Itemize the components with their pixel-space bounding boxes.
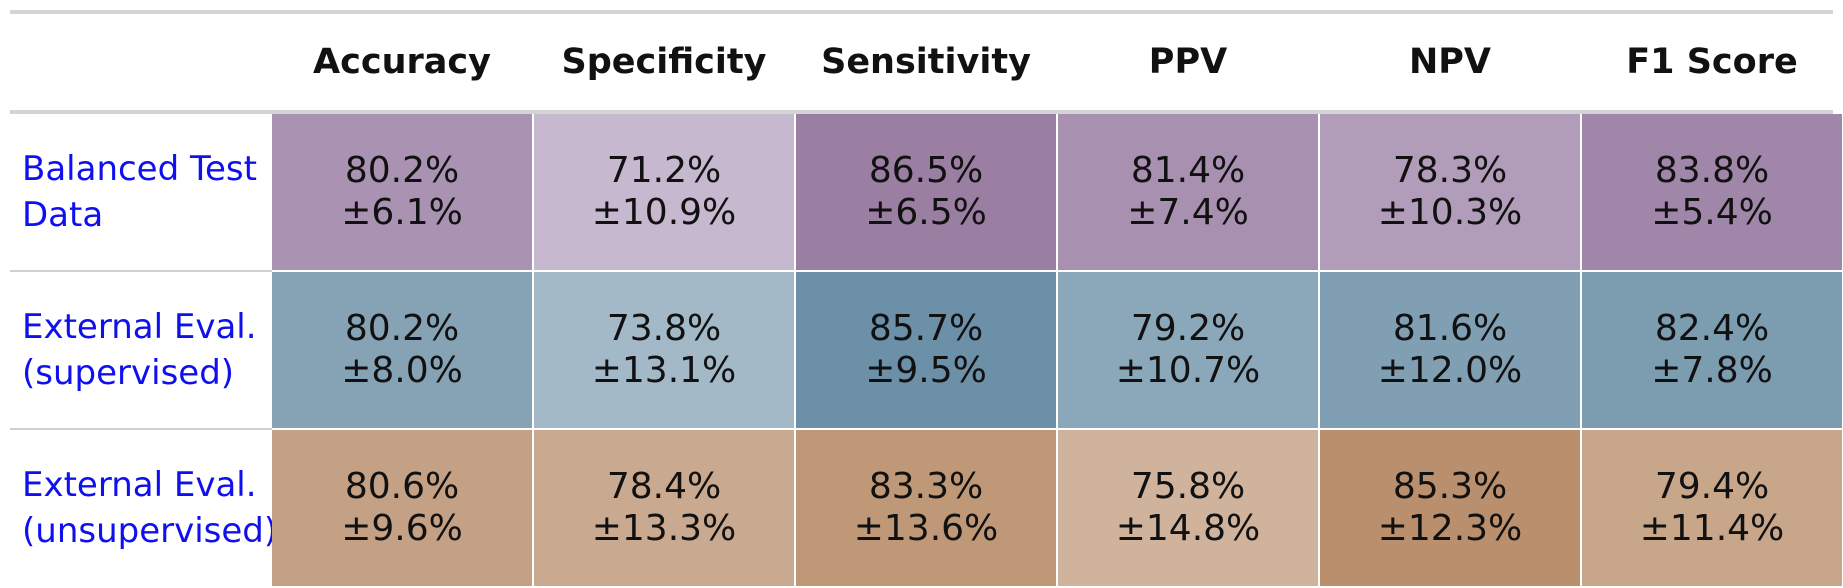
- row-label-line: (supervised): [22, 353, 235, 393]
- header-rule: [10, 110, 1833, 114]
- table-cell: 81.6% ±12.0%: [1320, 272, 1580, 428]
- table-cell: 78.3% ±10.3%: [1320, 114, 1580, 270]
- top-rule: [10, 10, 1833, 14]
- row-label-line: External Eval.: [22, 465, 257, 505]
- cell-mean: 78.4%: [606, 466, 722, 507]
- table-cell: 79.4% ±11.4%: [1582, 430, 1842, 586]
- cell-sd: ±9.6%: [341, 508, 463, 549]
- row-label[interactable]: External Eval. (unsupervised): [10, 430, 278, 586]
- cell-mean: 81.4%: [1130, 150, 1246, 191]
- results-table: Accuracy Specificity Sensitivity PPV NPV F1 S…: [10, 10, 1842, 586]
- table-cell: 83.8% ±5.4%: [1582, 114, 1842, 270]
- cell-mean: 85.3%: [1392, 466, 1508, 507]
- row-label-line: External Eval.: [22, 307, 257, 347]
- cell-mean: 80.2%: [344, 150, 460, 191]
- row-separator: [10, 270, 272, 272]
- cell-mean: 82.4%: [1654, 308, 1770, 349]
- cell-sd: ±14.8%: [1115, 508, 1261, 549]
- column-header: PPV: [1148, 42, 1228, 82]
- table-cell: 79.2% ±10.7%: [1058, 272, 1318, 428]
- table-cell: 78.4% ±13.3%: [534, 430, 794, 586]
- cell-mean: 78.3%: [1392, 150, 1508, 191]
- column-header: Specificity: [561, 42, 767, 82]
- row-label-line: (unsupervised): [22, 511, 278, 551]
- table-cell: 86.5% ±6.5%: [796, 114, 1056, 270]
- cell-mean: 81.6%: [1392, 308, 1508, 349]
- table-cell: 82.4% ±7.8%: [1582, 272, 1842, 428]
- cell-sd: ±10.7%: [1115, 350, 1261, 391]
- cell-mean: 75.8%: [1130, 466, 1246, 507]
- row-label[interactable]: External Eval. (supervised): [10, 272, 272, 428]
- table-header-row: Accuracy Specificity Sensitivity PPV NPV F1 S…: [10, 14, 1833, 110]
- cell-sd: ±11.4%: [1639, 508, 1785, 549]
- cell-mean: 79.4%: [1654, 466, 1770, 507]
- table-cell: 83.3% ±13.6%: [796, 430, 1056, 586]
- column-header: F1 Score: [1626, 42, 1798, 82]
- table-cell: 71.2% ±10.9%: [534, 114, 794, 270]
- table-cell: 80.2% ±6.1%: [272, 114, 532, 270]
- table-cell: 85.7% ±9.5%: [796, 272, 1056, 428]
- row-label-line: Data: [22, 195, 104, 235]
- column-header: Sensitivity: [821, 42, 1031, 82]
- cell-mean: 85.7%: [868, 308, 984, 349]
- cell-mean: 86.5%: [868, 150, 984, 191]
- cell-sd: ±13.6%: [853, 508, 999, 549]
- cell-sd: ±6.1%: [341, 192, 463, 233]
- cell-sd: ±13.3%: [591, 508, 737, 549]
- cell-mean: 83.8%: [1654, 150, 1770, 191]
- table-cell: 80.2% ±8.0%: [272, 272, 532, 428]
- cell-sd: ±10.3%: [1377, 192, 1523, 233]
- cell-sd: ±12.3%: [1377, 508, 1523, 549]
- cell-mean: 80.6%: [344, 466, 460, 507]
- cell-mean: 73.8%: [606, 308, 722, 349]
- table-cell: 73.8% ±13.1%: [534, 272, 794, 428]
- cell-mean: 80.2%: [344, 308, 460, 349]
- table-cell: 85.3% ±12.3%: [1320, 430, 1580, 586]
- cell-mean: 79.2%: [1130, 308, 1246, 349]
- cell-sd: ±7.4%: [1127, 192, 1249, 233]
- column-header: Accuracy: [313, 42, 491, 82]
- cell-sd: ±6.5%: [865, 192, 987, 233]
- table-cell: 81.4% ±7.4%: [1058, 114, 1318, 270]
- cell-sd: ±10.9%: [591, 192, 737, 233]
- cell-mean: 83.3%: [868, 466, 984, 507]
- table-cell: 80.6% ±9.6%: [272, 430, 532, 586]
- cell-sd: ±7.8%: [1651, 350, 1773, 391]
- cell-sd: ±5.4%: [1651, 192, 1773, 233]
- cell-mean: 71.2%: [606, 150, 722, 191]
- row-label-line: Balanced Test: [22, 149, 257, 189]
- cell-sd: ±13.1%: [591, 350, 737, 391]
- cell-sd: ±12.0%: [1377, 350, 1523, 391]
- cell-sd: ±9.5%: [865, 350, 987, 391]
- row-separator: [10, 428, 272, 430]
- row-label[interactable]: Balanced Test Data: [10, 114, 272, 270]
- table-cell: 75.8% ±14.8%: [1058, 430, 1318, 586]
- cell-sd: ±8.0%: [341, 350, 463, 391]
- column-header: NPV: [1408, 42, 1492, 82]
